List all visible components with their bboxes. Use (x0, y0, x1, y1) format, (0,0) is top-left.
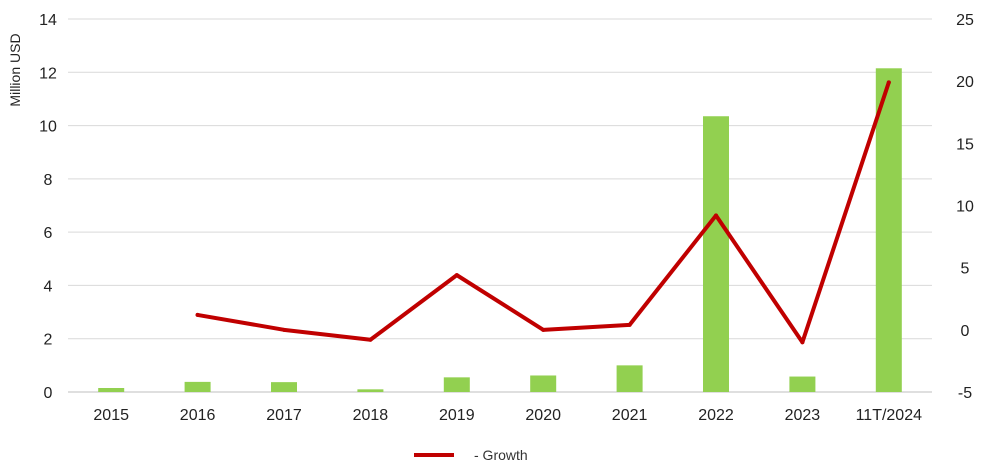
x-tick-label: 2020 (525, 407, 561, 424)
x-tick-label: 2018 (353, 407, 389, 424)
y-tick-label: 0 (44, 385, 53, 402)
y-axis-label: Million USD (7, 33, 23, 106)
y-tick-label: 10 (39, 119, 57, 136)
bar (98, 388, 125, 392)
gridlines (68, 18, 932, 393)
y2-tick-label: 5 (961, 261, 970, 278)
growth-point (714, 213, 718, 218)
x-tick-label: 2021 (612, 407, 648, 424)
bar (184, 381, 211, 392)
growth-point (541, 327, 546, 332)
growth-point (454, 273, 459, 278)
y2-tick-label: -5 (958, 385, 972, 402)
growth-line (195, 80, 891, 345)
y-tick-label: 4 (44, 278, 53, 295)
growth-point (800, 340, 805, 345)
bar (271, 382, 297, 392)
bar (530, 375, 557, 392)
y-tick-label: 2 (44, 332, 53, 349)
y-tick-label: 12 (39, 65, 57, 82)
bar (875, 68, 902, 393)
x-tick-label: 11T/2024 (856, 407, 923, 424)
y-tick-label: 6 (44, 225, 53, 242)
growth-point (282, 327, 286, 332)
growth-point (627, 322, 632, 327)
x-tick-label: 2019 (439, 407, 475, 424)
y-tick-label: 8 (44, 172, 53, 189)
y2-tick-label: 20 (956, 74, 974, 91)
bar (703, 116, 729, 392)
x-tick-label: 2016 (180, 407, 216, 424)
x-axis-ticks: 2015 2016 2017 2018 2019 2020 2021 2022 2023 11T/… (93, 407, 922, 424)
y2-tick-label: 15 (956, 136, 974, 153)
y-axis-ticks: 0 2 4 6 8 10 12 14 (39, 12, 57, 402)
y-tick-label: 14 (39, 12, 57, 29)
y2-tick-label: 10 (956, 199, 974, 216)
y2-tick-label: 0 (961, 323, 970, 340)
growth-point (368, 337, 373, 342)
bar (357, 389, 384, 392)
bar (443, 377, 470, 392)
bar (789, 376, 816, 392)
x-tick-label: 2022 (698, 407, 734, 424)
bar (616, 365, 643, 392)
legend: - Growth (414, 447, 528, 463)
x-tick-label: 2015 (93, 407, 129, 424)
y2-axis-ticks: -5 0 5 10 15 20 25 (956, 12, 974, 402)
growth-point (886, 80, 891, 85)
growth-line-series (195, 80, 891, 345)
y2-tick-label: 25 (956, 12, 974, 29)
x-tick-label: 2017 (266, 407, 302, 424)
bar-series (98, 68, 902, 393)
growth-point (195, 312, 200, 317)
x-tick-label: 2023 (785, 407, 821, 424)
legend-growth-label: - Growth (474, 447, 528, 463)
